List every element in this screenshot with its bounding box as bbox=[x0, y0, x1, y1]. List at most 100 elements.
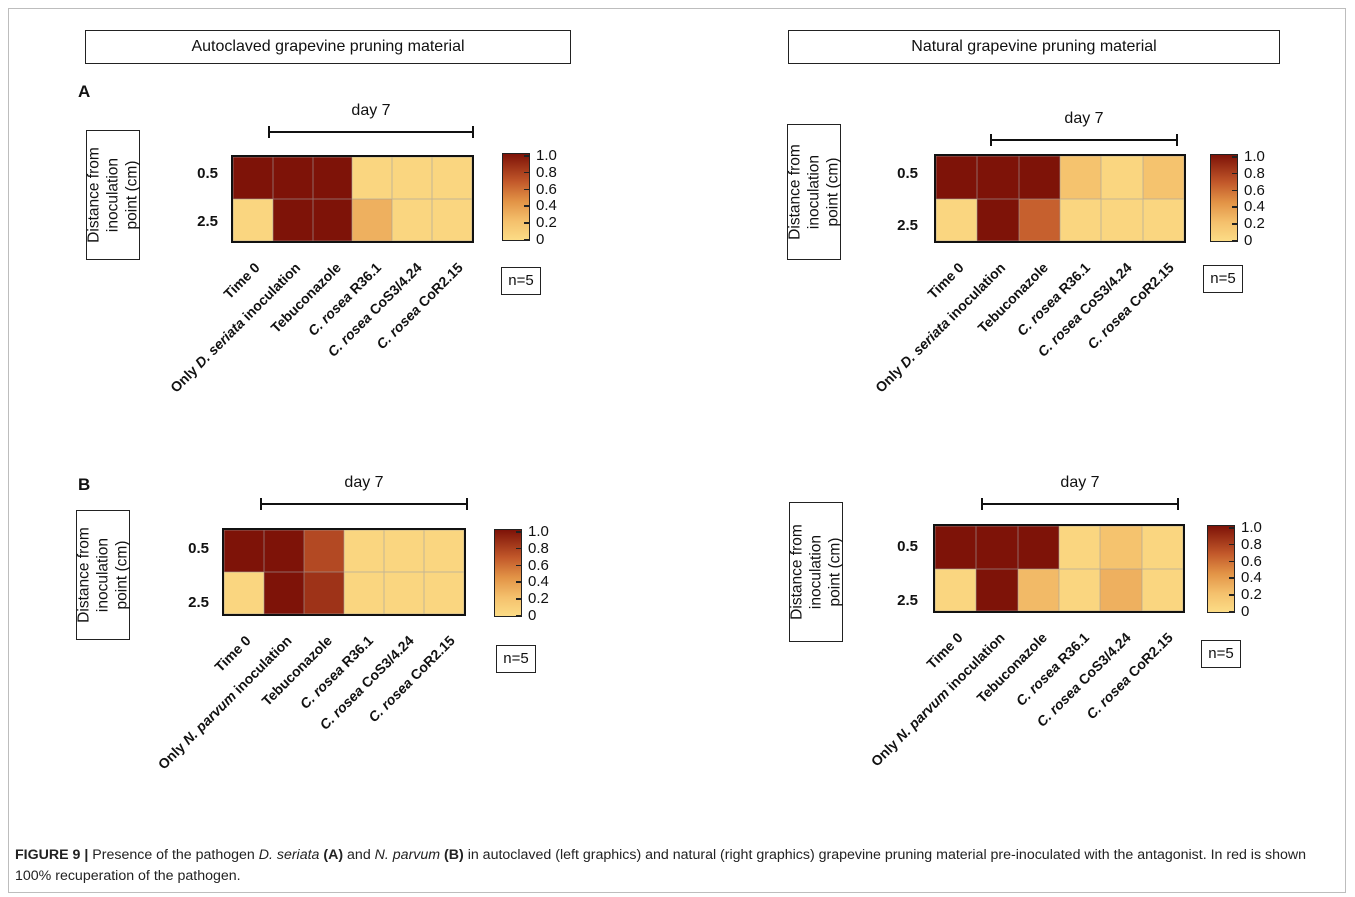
panel-4-ylabel-line: inoculation bbox=[807, 534, 825, 610]
panel-3-colorbar-tick bbox=[516, 564, 522, 567]
panel-3-heatmap-cell bbox=[424, 572, 464, 614]
panel-1-row-label: 2.5 bbox=[197, 213, 218, 230]
caption-figure-label: FIGURE 9 | bbox=[15, 847, 89, 863]
panel-3-colorbar-tick bbox=[516, 615, 522, 617]
panel-3-heatmap-cell bbox=[304, 572, 344, 614]
panel-letter-a: A bbox=[78, 82, 91, 101]
panel-2-heatmap-cell bbox=[936, 198, 978, 241]
panel-3-ylabel-line: point (cm) bbox=[113, 540, 131, 610]
panel-1-colorbar-label: 0.4 bbox=[536, 197, 557, 215]
panel-2-day-bracket bbox=[990, 134, 1178, 146]
panel-1-heatmap-cell bbox=[272, 199, 313, 241]
panel-2-heatmap bbox=[934, 154, 1186, 243]
caption-species-2: N. parvum bbox=[374, 847, 441, 863]
panel-3-heatmap-cell bbox=[384, 530, 424, 572]
panel-2-colorbar-tick bbox=[1232, 156, 1238, 158]
panel-3-colorbar-label: 0.2 bbox=[528, 590, 549, 608]
panel-3-heatmap-cell bbox=[384, 572, 424, 614]
panel-4-colorbar-label: 1.0 bbox=[1241, 519, 1262, 536]
panel-3-heatmap-cell bbox=[424, 530, 464, 572]
panel-3-heatmap-cell bbox=[344, 530, 384, 572]
panel-3-heatmap-cell bbox=[264, 572, 304, 614]
panel-1-colorbar-tick bbox=[524, 188, 530, 191]
panel-4-ylabel-line: Distance from bbox=[788, 524, 806, 620]
panel-2-heatmap-cell bbox=[1142, 198, 1184, 241]
panel-4-heatmap-cell bbox=[1100, 526, 1142, 569]
panel-1-heatmap-cell bbox=[352, 157, 393, 199]
panel-1-heatmap-cell bbox=[432, 199, 472, 241]
panel-4-heatmap-cell bbox=[1141, 526, 1183, 569]
panel-1-colorbar-tick bbox=[524, 239, 530, 241]
panel-3-heatmap bbox=[222, 528, 466, 616]
panel-1-colorbar-label: 0 bbox=[536, 231, 545, 248]
panel-3-row-label: 2.5 bbox=[188, 594, 209, 611]
panel-1-colorbar-tick bbox=[524, 205, 530, 207]
panel-4-colorbar-tick bbox=[1229, 577, 1235, 579]
panel-1-ylabel-line: point (cm) bbox=[123, 160, 141, 230]
panel-4-colorbar bbox=[1207, 525, 1235, 613]
panel-3-heatmap-cell bbox=[224, 572, 264, 614]
panel-1-ylabel-line: Distance from bbox=[85, 147, 103, 243]
panel-2-heatmap-cell bbox=[1059, 198, 1102, 241]
panel-2-ylabel-line: point (cm) bbox=[824, 157, 842, 227]
panel-2-ylabel-box: Distance from inoculation point (cm) bbox=[786, 124, 843, 260]
panel-3-colorbar-label: 0 bbox=[528, 607, 537, 624]
panel-4-heatmap-cell bbox=[1017, 526, 1059, 569]
panel-1-heatmap-cell bbox=[392, 157, 433, 199]
panel-3-row-label: 0.5 bbox=[188, 540, 209, 557]
section-title-autoclaved: Autoclaved grapevine pruning material bbox=[85, 30, 571, 64]
panel-2-colorbar bbox=[1210, 154, 1238, 242]
panel-4-ylabel-box: Distance from inoculation point (cm) bbox=[788, 502, 844, 642]
panel-3-heatmap-cell bbox=[304, 530, 344, 572]
panel-4-colorbar-tick bbox=[1229, 527, 1235, 529]
figure-caption: FIGURE 9 | Presence of the pathogen D. s… bbox=[15, 845, 1335, 887]
panel-2-heatmap-cell bbox=[1018, 156, 1060, 199]
panel-1-colorbar-label: 0.6 bbox=[536, 180, 557, 198]
caption-text-1: Presence of the pathogen bbox=[88, 847, 259, 863]
panel-2-ylabel: Distance from inoculation point (cm) bbox=[786, 144, 843, 240]
panel-2-heatmap-cell bbox=[977, 156, 1019, 199]
panel-1-heatmap-cell bbox=[312, 199, 353, 241]
panel-4-heatmap-cell bbox=[1058, 526, 1101, 569]
panel-3-colorbar-label: 0.6 bbox=[528, 556, 549, 574]
panel-1-n-label: n=5 bbox=[501, 267, 541, 295]
panel-3-day-label: day 7 bbox=[344, 474, 384, 491]
panel-1-heatmap bbox=[231, 155, 474, 243]
panel-4-heatmap-cell bbox=[976, 568, 1018, 611]
caption-panel-b-ref: (B) bbox=[444, 847, 464, 863]
panel-2-colorbar-tick bbox=[1232, 189, 1238, 192]
panel-1-day-label: day 7 bbox=[351, 102, 391, 119]
panel-1-heatmap-cell bbox=[352, 199, 393, 241]
panel-3-n-label: n=5 bbox=[496, 645, 536, 673]
panel-4-heatmap-cell bbox=[935, 568, 977, 611]
panel-1-heatmap-cell bbox=[233, 199, 273, 241]
panel-1-colorbar-label: 0.2 bbox=[536, 214, 557, 232]
panel-3-ylabel-line: Distance from bbox=[75, 527, 93, 623]
panel-4-heatmap-cell bbox=[976, 526, 1018, 569]
panel-2-heatmap-cell bbox=[1142, 156, 1184, 199]
panel-4-colorbar-tick bbox=[1229, 543, 1235, 546]
panel-3-ylabel-line: inoculation bbox=[94, 537, 112, 613]
panel-2-ylabel-line: inoculation bbox=[805, 154, 823, 230]
panel-2-heatmap-cell bbox=[1101, 198, 1143, 241]
panel-2-colorbar-label: 1.0 bbox=[1244, 148, 1265, 165]
panel-2-heatmap-cell bbox=[936, 156, 978, 199]
panel-4-heatmap-cell bbox=[1058, 568, 1101, 611]
panel-1-heatmap-cell bbox=[272, 157, 313, 199]
caption-text-3: in autoclaved (left graphics) and natura… bbox=[15, 847, 1307, 884]
panel-2-colorbar-tick bbox=[1232, 240, 1238, 242]
panel-2-row-label: 2.5 bbox=[897, 217, 918, 234]
panel-4-heatmap-cell bbox=[1100, 568, 1142, 611]
panel-2-colorbar-label: 0 bbox=[1244, 232, 1253, 249]
panel-4-colorbar-label: 0 bbox=[1241, 603, 1250, 620]
panel-4-ylabel-line: point (cm) bbox=[826, 537, 844, 607]
section-title-natural: Natural grapevine pruning material bbox=[788, 30, 1280, 64]
panel-3-colorbar-label: 0.4 bbox=[528, 573, 549, 591]
panel-2-day-label: day 7 bbox=[1064, 110, 1104, 127]
panel-1-colorbar bbox=[502, 153, 530, 241]
panel-3-colorbar bbox=[494, 529, 522, 617]
panel-4-colorbar-label: 0.4 bbox=[1241, 569, 1262, 587]
panel-1-colorbar-label: 0.8 bbox=[536, 163, 557, 181]
panel-1-heatmap-cell bbox=[392, 199, 433, 241]
caption-text-2: and bbox=[343, 847, 375, 863]
